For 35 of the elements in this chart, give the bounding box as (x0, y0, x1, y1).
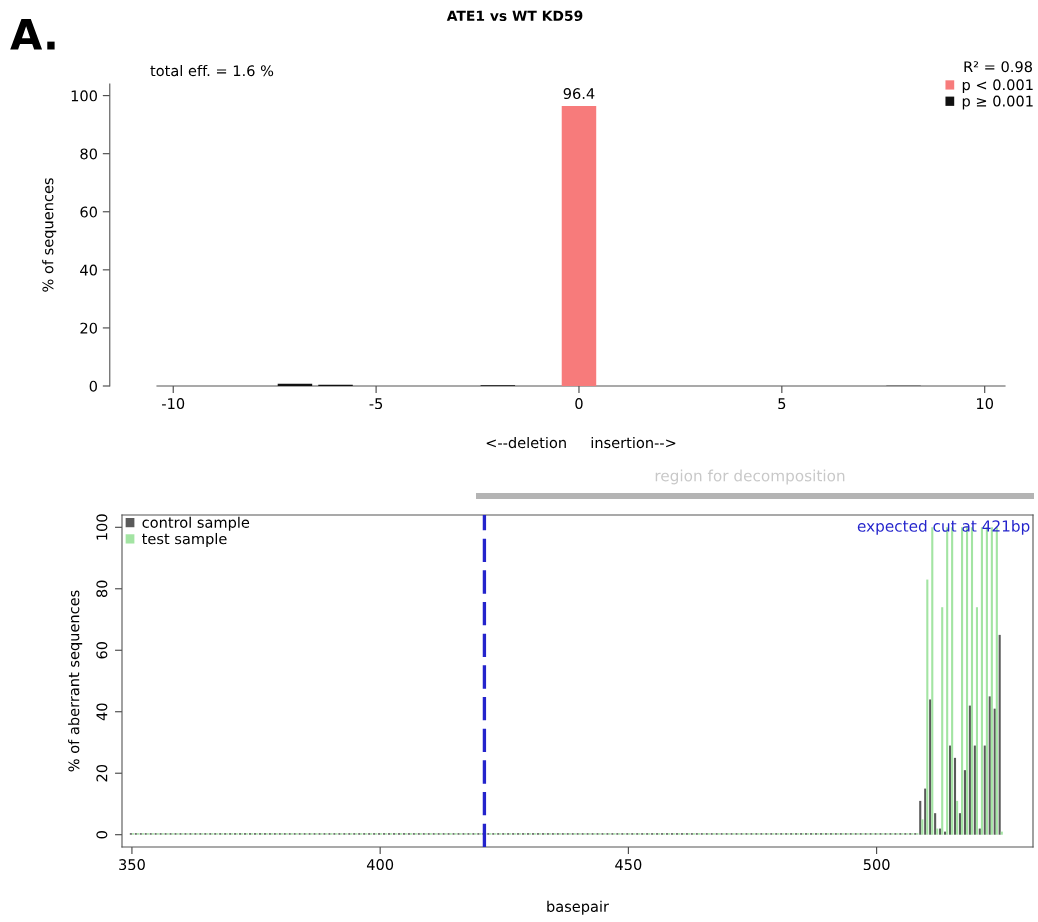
y-tick-label: 0 (89, 380, 97, 392)
x-tick-label: 5 (778, 398, 786, 410)
legend-label: p ≥ 0.001 (962, 95, 1033, 110)
x-tick-label: -10 (162, 398, 185, 410)
y-tick-label: 80 (96, 580, 108, 598)
y-axis-title: % of sequences (42, 178, 57, 292)
y-tick-label: 100 (96, 514, 108, 540)
ref-line-label: expected cut at 421bp (857, 519, 1030, 535)
x-tick-label: 350 (119, 859, 145, 871)
legend-label: test sample (142, 532, 227, 548)
x-tick-label: 0 (575, 398, 583, 410)
x-tick-label: 450 (615, 859, 642, 871)
y-tick-label: 40 (80, 264, 97, 276)
y-axis-title: % of aberrant sequences (68, 590, 83, 772)
legend-label: control sample (142, 516, 250, 531)
x-tick-label: 500 (863, 859, 890, 871)
text: A. (10, 19, 55, 50)
text: total eff. = 1.6 % (150, 64, 274, 77)
x-tick-label: 400 (366, 859, 394, 871)
x-tick-label: 10 (977, 398, 994, 410)
text: R² = 0.98 (964, 61, 1032, 73)
y-tick-label: 20 (96, 764, 108, 782)
y-tick-label: 40 (96, 703, 108, 721)
chart-title: ATE1 vs WT KD59 (446, 10, 583, 22)
x-axis-title: <--deletion insertion--> (486, 436, 676, 449)
x-axis-title: basepair (547, 900, 609, 915)
x-tick-label: -5 (369, 398, 383, 410)
y-tick-label: 60 (96, 641, 108, 659)
data-label: 96.4 (563, 88, 595, 100)
y-tick-label: 100 (71, 90, 97, 102)
legend-label: p < 0.001 (962, 79, 1033, 94)
y-tick-label: 80 (80, 148, 97, 160)
y-tick-label: 0 (96, 831, 108, 839)
y-tick-label: 60 (80, 206, 97, 218)
y-tick-label: 20 (80, 322, 97, 334)
